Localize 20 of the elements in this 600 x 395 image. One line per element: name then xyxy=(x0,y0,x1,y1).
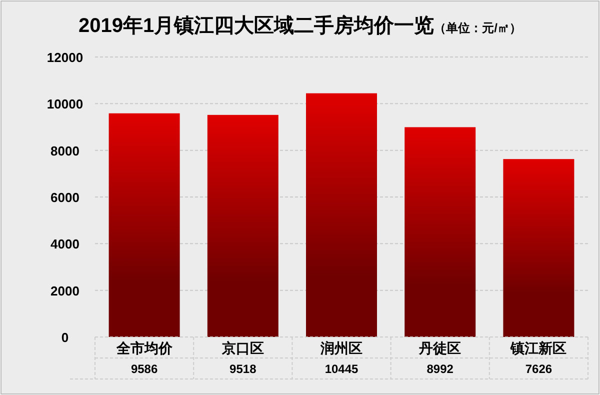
y-tick-label: 2000 xyxy=(50,283,80,298)
x-tick-label: 京口区 xyxy=(220,340,264,356)
y-tick-label: 4000 xyxy=(50,236,80,252)
data-label: 9518 xyxy=(230,362,257,376)
data-label: 9586 xyxy=(130,362,158,376)
title: 2019年1月镇江四大区域二手房均价一览（单位：元/㎡） xyxy=(78,15,522,37)
y-tick-label: 10000 xyxy=(46,96,84,112)
y-tick-label: 6000 xyxy=(50,190,80,205)
y-tick-label: 12000 xyxy=(46,50,84,65)
chart-title: 2019年1月镇江四大区域二手房均价一览 xyxy=(78,14,434,37)
y-tick-label: 0 xyxy=(61,330,69,345)
x-tick-label: 丹徒区 xyxy=(418,340,462,356)
data-label: 10445 xyxy=(324,362,359,376)
x-tick-label: 全市均价 xyxy=(115,340,174,356)
data-label: 8992 xyxy=(426,362,454,376)
subtitle: （单位：元/㎡） xyxy=(434,21,522,35)
data-label: 7626 xyxy=(525,362,552,376)
x-tick-label: 镇江新区 xyxy=(510,340,567,356)
y-tick-label: 8000 xyxy=(50,143,80,158)
x-tick-label: 润州区 xyxy=(320,340,362,356)
